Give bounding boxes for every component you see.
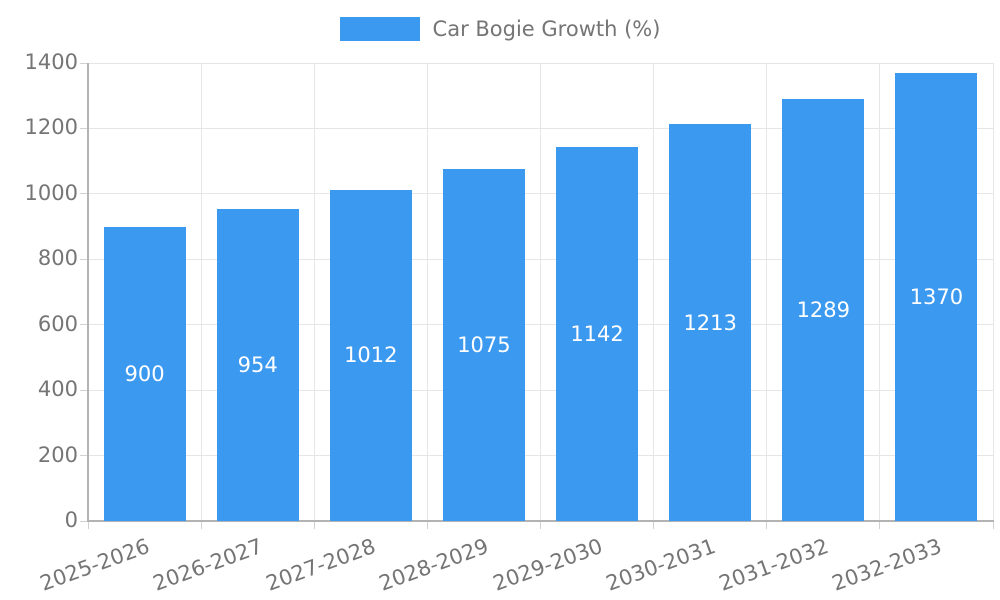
y-tick bbox=[80, 389, 88, 391]
x-tick bbox=[313, 521, 315, 529]
x-tick bbox=[87, 521, 89, 529]
y-tick-label: 200 bbox=[37, 442, 78, 467]
y-tick-label: 400 bbox=[37, 377, 78, 402]
bar-value-label: 1012 bbox=[344, 343, 398, 368]
y-tick bbox=[80, 520, 88, 522]
bar[interactable]: 1289 bbox=[782, 99, 865, 521]
x-tick bbox=[653, 521, 655, 529]
v-gridline bbox=[313, 63, 315, 521]
x-tick bbox=[426, 521, 428, 529]
y-tick bbox=[80, 127, 88, 129]
v-gridline bbox=[653, 63, 655, 521]
x-tick-label: 2032-2033 bbox=[828, 534, 945, 596]
y-tick-label: 0 bbox=[64, 508, 78, 532]
legend-swatch bbox=[339, 17, 420, 41]
x-tick-label: 2031-2032 bbox=[715, 534, 832, 596]
y-tick bbox=[80, 324, 88, 326]
legend[interactable]: Car Bogie Growth (%) bbox=[0, 17, 1000, 41]
x-tick bbox=[540, 521, 541, 529]
bar-value-label: 954 bbox=[237, 352, 278, 377]
y-tick-label: 600 bbox=[37, 311, 78, 336]
y-tick bbox=[80, 62, 88, 64]
y-tick-label: 1000 bbox=[24, 180, 78, 205]
v-gridline bbox=[426, 63, 428, 521]
x-tick-label: 2028-2029 bbox=[376, 534, 493, 596]
v-gridline bbox=[766, 63, 768, 521]
y-tick-label: 1400 bbox=[24, 50, 78, 74]
bar-value-label: 1075 bbox=[457, 333, 511, 358]
bar[interactable]: 954 bbox=[216, 208, 299, 521]
x-tick-label: 2029-2030 bbox=[489, 534, 606, 596]
v-gridline bbox=[540, 63, 541, 521]
v-gridline bbox=[200, 63, 202, 521]
legend-label: Car Bogie Growth (%) bbox=[432, 17, 661, 41]
v-gridline bbox=[992, 63, 994, 521]
x-tick bbox=[879, 521, 881, 529]
x-axis-line bbox=[87, 520, 994, 522]
bar-value-label: 1370 bbox=[909, 284, 964, 309]
x-tick bbox=[766, 521, 768, 529]
x-tick-label: 2026-2027 bbox=[150, 534, 266, 596]
x-tick-label: 2030-2031 bbox=[602, 534, 719, 596]
bar[interactable]: 1213 bbox=[669, 124, 752, 521]
bar-value-label: 900 bbox=[124, 361, 165, 386]
bar[interactable]: 1142 bbox=[556, 147, 639, 521]
x-tick-label: 2025-2026 bbox=[36, 534, 153, 596]
bar-value-label: 1142 bbox=[570, 322, 624, 347]
x-tick-label: 2027-2028 bbox=[263, 534, 380, 596]
y-axis-line bbox=[87, 63, 89, 521]
y-tick-label: 1200 bbox=[24, 115, 78, 140]
v-gridline bbox=[879, 63, 881, 521]
x-tick bbox=[200, 521, 202, 529]
y-tick bbox=[80, 193, 88, 195]
y-tick-label: 800 bbox=[37, 246, 78, 271]
bar-value-label: 1289 bbox=[796, 298, 851, 323]
bar-value-label: 1213 bbox=[683, 310, 737, 335]
bar[interactable]: 1370 bbox=[895, 72, 978, 521]
x-tick bbox=[992, 521, 994, 529]
bar[interactable]: 1075 bbox=[442, 169, 525, 521]
bar[interactable]: 900 bbox=[103, 226, 186, 521]
y-tick bbox=[80, 455, 88, 457]
bar[interactable]: 1012 bbox=[329, 189, 412, 521]
y-tick bbox=[80, 258, 88, 260]
